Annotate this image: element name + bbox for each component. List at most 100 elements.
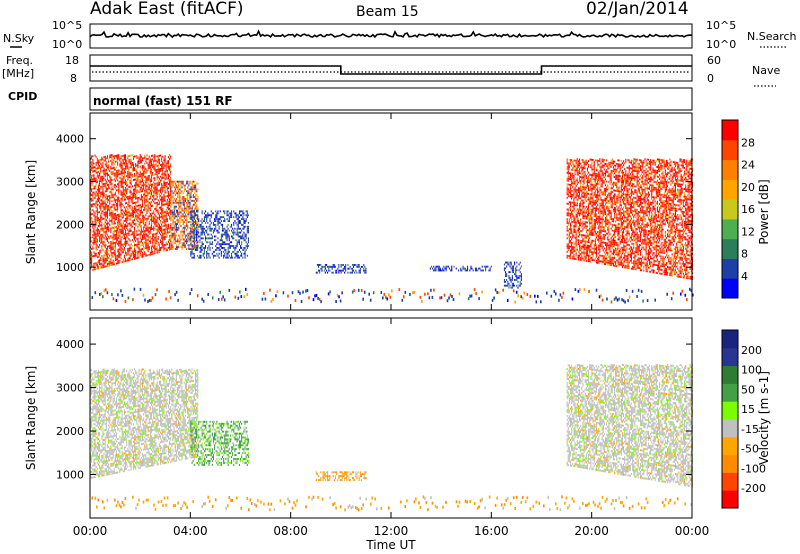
data-cell bbox=[129, 176, 131, 178]
data-cell bbox=[144, 176, 146, 178]
data-cell bbox=[183, 238, 185, 241]
data-cell bbox=[472, 269, 474, 272]
data-cell bbox=[568, 176, 570, 178]
data-cell bbox=[99, 161, 101, 163]
data-cell bbox=[138, 243, 140, 245]
data-cell bbox=[121, 182, 123, 184]
data-cell bbox=[589, 245, 591, 247]
data-cell bbox=[102, 193, 104, 195]
data-cell bbox=[566, 196, 568, 199]
data-cell bbox=[166, 243, 168, 246]
data-cell bbox=[128, 253, 130, 256]
data-cell bbox=[576, 165, 578, 168]
data-cell bbox=[191, 232, 193, 235]
data-cell bbox=[191, 199, 193, 202]
data-cell bbox=[197, 199, 199, 202]
data-cell bbox=[112, 159, 114, 162]
data-cell bbox=[147, 236, 149, 239]
data-cell bbox=[91, 182, 93, 185]
data-cell bbox=[196, 249, 198, 251]
data-cell bbox=[91, 251, 93, 254]
data-cell bbox=[241, 241, 243, 244]
data-cell bbox=[225, 250, 227, 253]
data-cell bbox=[129, 259, 131, 261]
data-cell bbox=[129, 174, 131, 177]
data-cell bbox=[109, 235, 111, 238]
data-cell bbox=[207, 212, 209, 215]
data-cell bbox=[106, 205, 108, 208]
data-cell bbox=[584, 186, 586, 189]
data-cell bbox=[131, 214, 133, 216]
data-cell bbox=[117, 156, 119, 159]
data-cell bbox=[128, 205, 130, 208]
data-cell bbox=[169, 179, 171, 181]
data-cell bbox=[131, 164, 133, 166]
data-cell bbox=[205, 229, 207, 232]
data-cell bbox=[577, 171, 579, 174]
data-cell bbox=[163, 211, 165, 214]
data-cell bbox=[106, 155, 108, 158]
data-cell bbox=[118, 236, 120, 239]
data-cell bbox=[120, 213, 122, 216]
data-cell bbox=[99, 232, 101, 235]
data-cell bbox=[90, 225, 92, 228]
data-cell bbox=[134, 217, 136, 220]
data-cell bbox=[359, 269, 361, 272]
data-cell bbox=[585, 215, 587, 218]
data-cell bbox=[165, 228, 167, 231]
data-cell bbox=[117, 183, 119, 186]
data-cell bbox=[228, 239, 230, 242]
data-cell bbox=[182, 244, 184, 247]
data-cell bbox=[601, 254, 603, 257]
data-cell bbox=[599, 260, 601, 263]
data-cell bbox=[193, 223, 195, 226]
data-cell bbox=[577, 243, 579, 246]
data-cell bbox=[111, 248, 113, 251]
data-cell bbox=[109, 223, 111, 226]
data-cell bbox=[116, 237, 118, 240]
data-cell bbox=[221, 235, 223, 238]
data-cell bbox=[97, 196, 99, 198]
data-cell bbox=[520, 282, 522, 285]
data-cell bbox=[131, 219, 133, 222]
data-cell bbox=[129, 205, 131, 207]
data-cell bbox=[116, 262, 118, 265]
data-cell bbox=[589, 252, 591, 255]
data-cell bbox=[118, 183, 120, 185]
data-cell bbox=[158, 168, 160, 171]
data-cell bbox=[234, 256, 236, 259]
data-cell bbox=[429, 267, 431, 270]
data-cell bbox=[165, 183, 167, 186]
data-cell bbox=[97, 217, 99, 220]
data-cell bbox=[112, 165, 114, 168]
data-cell bbox=[166, 229, 168, 232]
data-cell bbox=[203, 227, 205, 230]
data-cell bbox=[592, 195, 594, 198]
data-cell bbox=[117, 239, 119, 242]
data-cell bbox=[579, 233, 581, 236]
data-cell bbox=[103, 167, 105, 170]
data-cell bbox=[170, 176, 172, 179]
data-cell bbox=[592, 187, 594, 190]
data-cell bbox=[586, 169, 588, 172]
data-cell bbox=[170, 165, 172, 168]
data-cell bbox=[145, 183, 147, 186]
data-cell bbox=[202, 247, 204, 249]
data-cell bbox=[593, 240, 595, 242]
data-cell bbox=[601, 172, 603, 174]
data-cell bbox=[476, 269, 478, 272]
data-cell bbox=[584, 244, 586, 247]
data-cell bbox=[126, 190, 128, 193]
data-cell bbox=[337, 267, 339, 270]
data-cell bbox=[161, 213, 163, 216]
data-cell bbox=[144, 208, 146, 211]
data-cell bbox=[191, 211, 193, 214]
data-cell bbox=[122, 168, 124, 171]
noise-left-tick-top: 10^5 bbox=[52, 19, 82, 32]
data-cell bbox=[169, 198, 171, 201]
data-cell bbox=[130, 187, 132, 190]
data-cell bbox=[95, 223, 97, 226]
data-cell bbox=[94, 177, 96, 180]
data-cell bbox=[186, 205, 188, 208]
data-cell bbox=[574, 182, 576, 185]
